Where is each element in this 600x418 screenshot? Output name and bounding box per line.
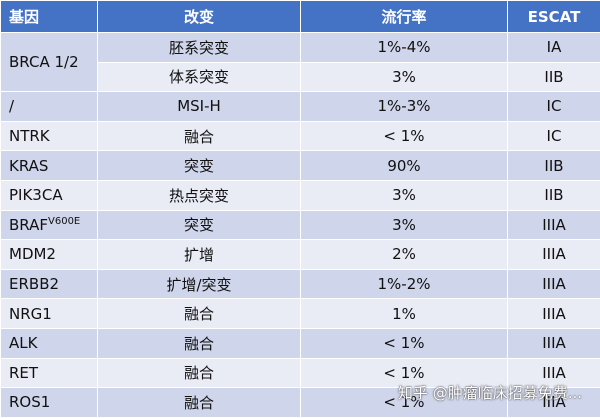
gene-cell: ERBB2 [1,269,98,299]
change-cell: MSI-H [98,92,301,122]
gene-cell: KRAS [1,151,98,181]
gene-cell: PIK3CA [1,180,98,210]
escat-cell: IIB [508,62,600,92]
escat-cell: IC [508,92,600,122]
header-cell: 基因 [1,1,98,33]
escat-cell: IIIA [508,240,600,270]
escat-cell: IIIA [508,299,600,329]
gene-name: / [9,97,14,115]
gene-name: KRAS [9,157,48,175]
rate-cell: 3% [301,210,508,240]
escat-cell: IIIA [508,328,600,358]
gene-name: RET [9,364,38,382]
escat-cell: IA [508,33,600,63]
escat-cell: IIIA [508,269,600,299]
gene-name: NRG1 [9,305,52,323]
gene-superscript: V600E [48,216,80,227]
escat-cell: IC [508,121,600,151]
gene-name: MDM2 [9,245,56,263]
gene-cell: / [1,92,98,122]
rate-cell: 90% [301,151,508,181]
gene-name: NTRK [9,127,50,145]
gene-cell: ALK [1,328,98,358]
gene-name: BRCA 1/2 [9,53,79,71]
table-row: ALK 融合< 1%IIIA [1,328,600,358]
rate-cell: 1%-4% [301,33,508,63]
change-cell: 突变 [98,151,301,181]
gene-cell: MDM2 [1,240,98,270]
header-cell: ESCAT [508,1,600,33]
rate-cell: 3% [301,62,508,92]
change-cell: 融合 [98,121,301,151]
gene-name: BRAF [9,216,48,234]
header-cell: 改变 [98,1,301,33]
change-cell: 融合 [98,328,301,358]
escat-cell: IIB [508,180,600,210]
rate-cell: 3% [301,180,508,210]
gene-name: PIK3CA [9,186,63,204]
change-cell: 突变 [98,210,301,240]
gene-name: ROS1 [9,393,50,411]
rate-cell: 1%-3% [301,92,508,122]
gene-cell: NRG1 [1,299,98,329]
change-cell: 融合 [98,388,301,418]
gene-name: ERBB2 [9,275,59,293]
escat-cell: IIIA [508,210,600,240]
rate-cell: 1%-2% [301,269,508,299]
change-cell: 热点突变 [98,180,301,210]
change-cell: 融合 [98,358,301,388]
gene-cell: BRCA 1/2 [1,33,98,92]
gene-cell: NTRK [1,121,98,151]
gene-cell: BRAFV600E [1,210,98,240]
rate-cell: < 1% [301,328,508,358]
rate-cell: 2% [301,240,508,270]
header-cell: 流行率 [301,1,508,33]
change-cell: 扩增/突变 [98,269,301,299]
gene-cell: ROS1 [1,388,98,418]
gene-cell: RET [1,358,98,388]
escat-cell: IIB [508,151,600,181]
change-cell: 体系突变 [98,62,301,92]
change-cell: 融合 [98,299,301,329]
table-row: NTRK 融合< 1%IC [1,121,600,151]
gene-name: ALK [9,334,37,352]
change-cell: 胚系突变 [98,33,301,63]
watermark: 知乎 @肿瘤临床招募免费... [398,382,582,403]
rate-cell: 1% [301,299,508,329]
rate-cell: < 1% [301,121,508,151]
change-cell: 扩增 [98,240,301,270]
